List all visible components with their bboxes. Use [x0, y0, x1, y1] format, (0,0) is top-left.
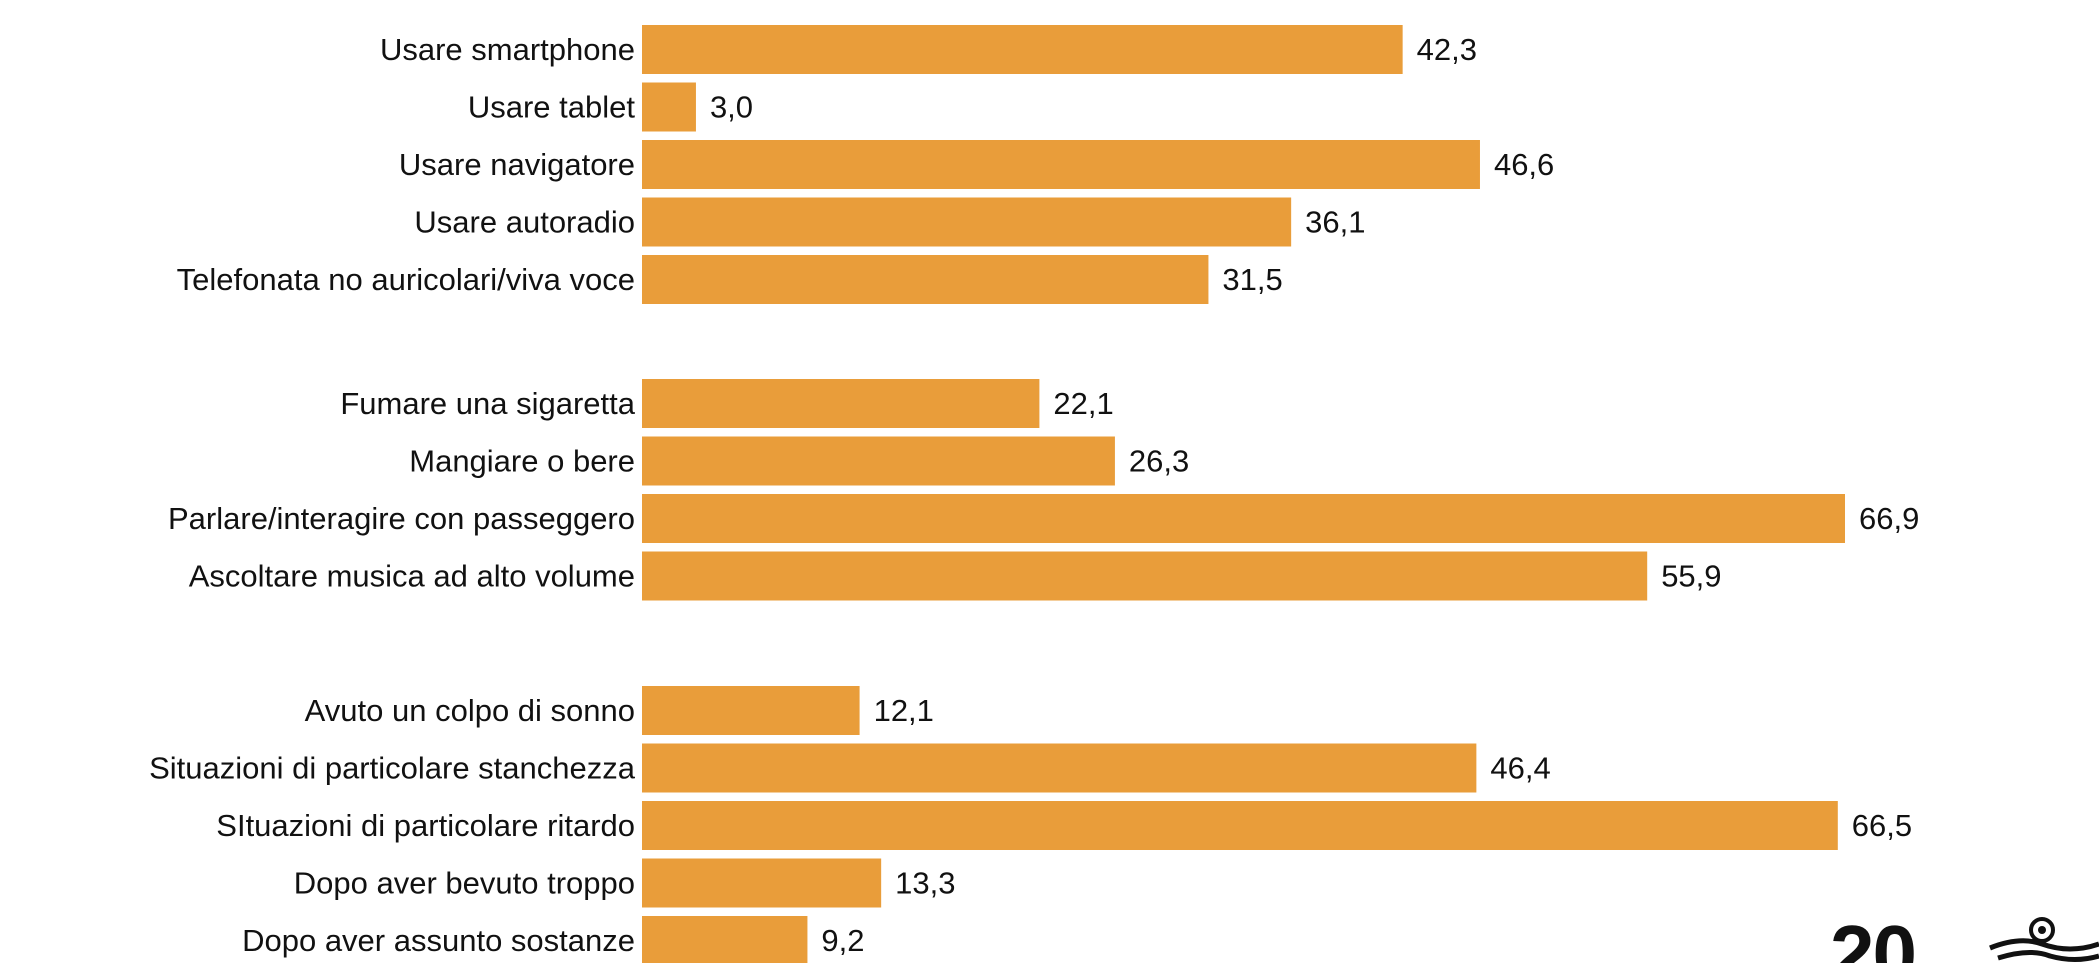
logo: 20 [1830, 908, 2099, 963]
category-label: Dopo aver assunto sostanze [242, 923, 635, 958]
bar [642, 743, 1477, 793]
value-label: 66,9 [1859, 501, 1919, 536]
category-label: Mangiare o bere [409, 444, 635, 479]
category-label: Situazioni di particolare stanchezza [149, 751, 636, 786]
bar [642, 379, 1040, 428]
bar [642, 140, 1480, 189]
category-label: Parlare/interagire con passeggero [168, 501, 635, 536]
bar [642, 25, 1403, 74]
category-label: Ascoltare musica ad alto volume [189, 559, 635, 594]
value-label: 46,4 [1490, 751, 1550, 786]
category-label: SItuazioni di particolare ritardo [216, 808, 635, 843]
bar [642, 916, 808, 963]
bar [642, 801, 1838, 850]
category-label: Fumare una sigaretta [340, 386, 635, 421]
bar [642, 255, 1209, 304]
category-label: Usare smartphone [380, 32, 635, 67]
scooter-logo-icon [1989, 917, 2099, 962]
value-label: 42,3 [1417, 32, 1477, 67]
category-label: Usare tablet [468, 90, 636, 125]
value-label: 55,9 [1661, 559, 1721, 594]
value-label: 22,1 [1053, 386, 1113, 421]
category-label: Usare autoradio [414, 205, 635, 240]
bar [642, 82, 696, 132]
category-label: Telefonata no auricolari/viva voce [177, 262, 635, 297]
value-label: 46,6 [1494, 147, 1554, 182]
value-label: 3,0 [710, 90, 753, 125]
bar [642, 858, 882, 908]
value-label: 36,1 [1305, 205, 1365, 240]
logo-text: 20 [1830, 909, 1917, 963]
value-label: 9,2 [821, 923, 864, 958]
value-label: 12,1 [874, 693, 934, 728]
bar [642, 551, 1648, 601]
category-label: Usare navigatore [399, 147, 635, 182]
category-label: Dopo aver bevuto troppo [294, 866, 635, 901]
bar [642, 494, 1845, 543]
value-label: 13,3 [895, 866, 955, 901]
bar [642, 197, 1292, 247]
value-label: 66,5 [1852, 808, 1912, 843]
category-label: Avuto un colpo di sonno [305, 693, 635, 728]
value-label: 31,5 [1222, 262, 1282, 297]
value-label: 26,3 [1129, 444, 1189, 479]
bar [642, 686, 860, 735]
bar [642, 436, 1115, 486]
